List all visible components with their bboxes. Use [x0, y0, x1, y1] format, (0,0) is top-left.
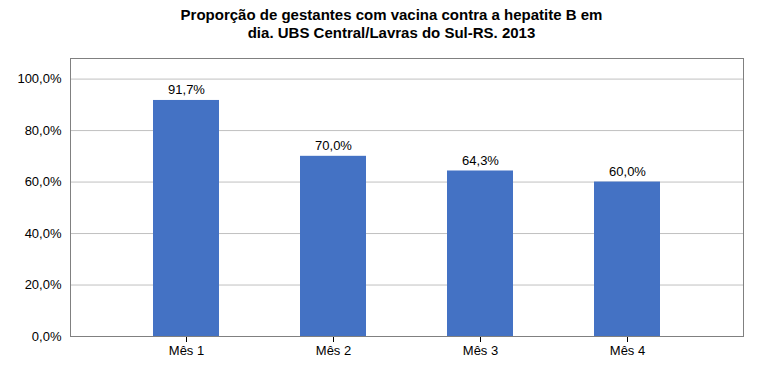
svg-text:0,0%: 0,0%	[32, 329, 62, 344]
svg-text:Mês 1: Mês 1	[169, 343, 204, 358]
svg-text:40,0%: 40,0%	[25, 226, 62, 241]
svg-text:70,0%: 70,0%	[315, 138, 352, 153]
svg-text:60,0%: 60,0%	[609, 164, 646, 179]
html-text:Proporção de gestantes com vac: Proporção de gestantes com vacina contra…	[180, 6, 603, 23]
svg-text:Mês 3: Mês 3	[463, 343, 498, 358]
svg-text:80,0%: 80,0%	[25, 123, 62, 138]
svg-text:64,3%: 64,3%	[462, 153, 499, 168]
svg-text:60,0%: 60,0%	[25, 174, 62, 189]
html-text:dia. UBS Central/Lavras do Sul: dia. UBS Central/Lavras do Sul-RS. 2013	[247, 24, 536, 41]
svg-text:100,0%: 100,0%	[17, 71, 62, 86]
svg-text:91,7%: 91,7%	[168, 82, 205, 97]
svg-text:Mês 2: Mês 2	[316, 343, 351, 358]
svg-text:20,0%: 20,0%	[25, 277, 62, 292]
svg-text:Mês 4: Mês 4	[610, 343, 645, 358]
